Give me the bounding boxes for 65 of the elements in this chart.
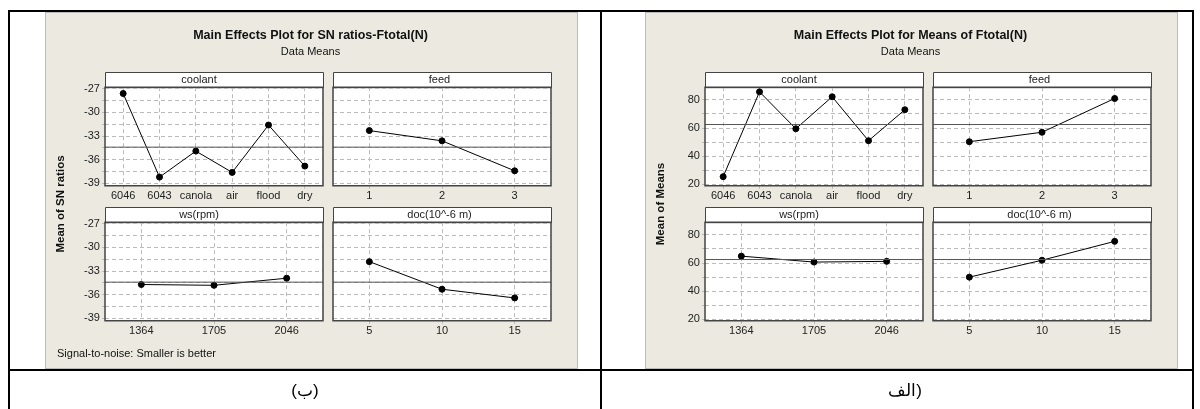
y-axis-title: Mean of SN ratios — [54, 155, 66, 253]
x-tick-label: flood — [856, 189, 881, 202]
x-tick-label: 15 — [508, 324, 521, 337]
x-tick-label: 1364 — [729, 324, 754, 337]
y-tick-label: 80 — [687, 92, 700, 105]
x-tick-label: canola — [179, 189, 213, 202]
x-tick-label: 3 — [511, 189, 518, 202]
text: (ب) — [290, 380, 320, 401]
x-tick-label: 5 — [966, 324, 973, 337]
x-tick-label: canola — [779, 189, 813, 202]
x-tick-label: 15 — [1108, 324, 1121, 337]
y-tick-label: 40 — [687, 284, 700, 297]
x-tick-label: 6043 — [147, 189, 172, 202]
y-tick-label: -27 — [84, 81, 100, 94]
y-tick-label: -39 — [84, 176, 100, 189]
x-axis-title: ws(rpm) — [178, 207, 219, 220]
y-tick-label: -36 — [84, 152, 100, 165]
x-tick-label: 6046 — [710, 189, 736, 202]
x-tick-label: 1705 — [801, 324, 827, 337]
text: الف) — [887, 380, 923, 401]
y-tick-label: 20 — [687, 177, 700, 190]
y-tick-label: 80 — [687, 227, 700, 240]
x-axis-title: doc(10^-6 m) — [1007, 207, 1072, 220]
x-axis-title: feed — [1028, 72, 1051, 85]
x-axis-title: coolant — [181, 72, 217, 85]
x-tick-label: dry — [897, 189, 913, 202]
x-tick-label: flood — [256, 189, 281, 202]
x-tick-label: 5 — [366, 324, 373, 337]
chart-subtitle: Data Means — [279, 45, 342, 57]
x-tick-label: 2 — [1038, 189, 1046, 202]
y-tick-label: -30 — [84, 240, 100, 253]
x-tick-label: air — [226, 189, 239, 202]
y-axis-title: Mean of Means — [654, 162, 666, 246]
x-tick-label: 2 — [438, 189, 446, 202]
x-axis-title: feed — [428, 72, 451, 85]
x-tick-label: 3 — [1111, 189, 1118, 202]
x-axis-title: coolant — [781, 72, 817, 85]
y-tick-label: -33 — [84, 264, 100, 277]
y-tick-label: 60 — [687, 256, 700, 269]
x-tick-label: 2046 — [874, 324, 899, 337]
x-tick-label: 1705 — [201, 324, 227, 337]
y-tick-label: -30 — [84, 105, 100, 118]
y-tick-label: 20 — [687, 312, 700, 325]
x-axis-title: doc(10^-6 m) — [407, 207, 472, 220]
chart-title: Main Effects Plot for SN ratios-Ftotal(N) — [192, 28, 429, 42]
y-tick-label: -27 — [84, 216, 100, 229]
x-axis-title: ws(rpm) — [778, 207, 819, 220]
x-tick-label: 10 — [435, 324, 449, 337]
x-tick-label: 1 — [966, 189, 973, 202]
x-tick-label: 6046 — [110, 189, 136, 202]
x-tick-label: dry — [297, 189, 313, 202]
y-tick-label: -33 — [84, 129, 100, 142]
x-tick-label: 1364 — [129, 324, 154, 337]
y-tick-label: -39 — [84, 311, 100, 324]
x-tick-label: 6043 — [747, 189, 772, 202]
y-tick-label: 40 — [687, 149, 700, 162]
x-tick-label: air — [826, 189, 839, 202]
x-tick-label: 1 — [366, 189, 373, 202]
y-tick-label: 60 — [687, 121, 700, 134]
y-tick-label: -36 — [84, 287, 100, 300]
text: Signal-to-noise: Smaller is better — [57, 347, 216, 359]
chart-subtitle: Data Means — [879, 45, 942, 57]
chart-title: Main Effects Plot for Means of Ftotal(N) — [792, 28, 1029, 42]
x-tick-label: 10 — [1035, 324, 1049, 337]
x-tick-label: 2046 — [274, 324, 299, 337]
